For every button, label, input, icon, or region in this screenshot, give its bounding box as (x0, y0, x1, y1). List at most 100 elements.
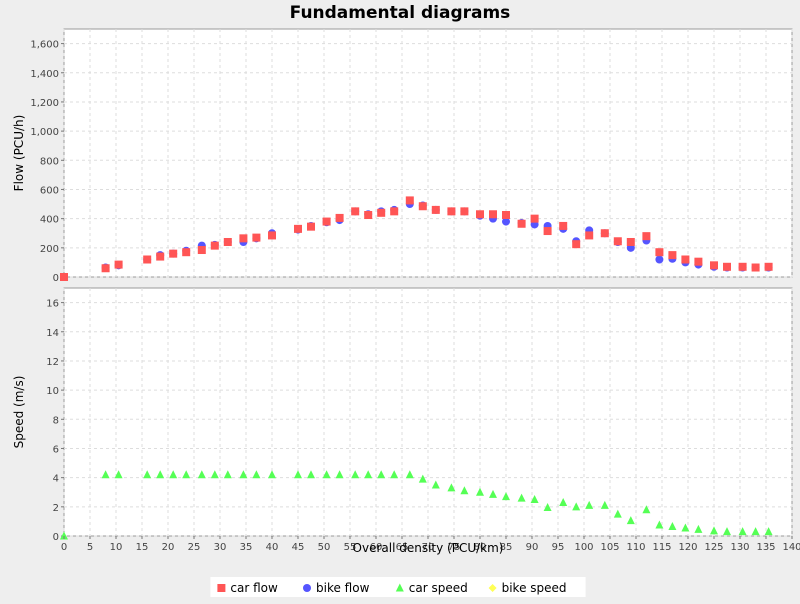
data-point (585, 500, 594, 509)
data-point (364, 470, 373, 479)
data-point (60, 531, 68, 540)
x-tick-label: 35 (240, 542, 253, 553)
data-point (600, 229, 609, 238)
data-point (101, 470, 110, 479)
legend-marker (395, 583, 404, 592)
data-point (502, 492, 510, 501)
data-point (543, 227, 552, 236)
data-point (681, 523, 690, 532)
data-point (268, 470, 276, 479)
data-point (351, 207, 360, 216)
data-point (390, 207, 399, 216)
data-point (655, 520, 664, 529)
legend: car flow bike flow car speed bike speed (210, 577, 586, 597)
x-tick-label: 115 (652, 542, 671, 553)
data-point (335, 213, 344, 222)
data-point (431, 205, 440, 214)
data-point (559, 221, 568, 230)
series-car-speed (60, 470, 773, 540)
y-tick-label: 8 (53, 415, 59, 426)
data-point (738, 262, 747, 271)
data-point (252, 470, 261, 479)
data-point (101, 264, 110, 273)
data-point (197, 470, 206, 479)
data-point (668, 522, 677, 531)
x-tick-label: 85 (500, 542, 513, 553)
data-point (169, 470, 178, 479)
data-point (156, 252, 165, 261)
data-point (476, 210, 484, 219)
data-point (694, 524, 703, 533)
data-point (431, 480, 440, 489)
data-point (156, 470, 165, 479)
x-tick-label: 105 (600, 542, 619, 553)
data-point (764, 262, 773, 271)
data-point (613, 237, 622, 246)
y-tick-label: 2 (53, 503, 59, 514)
y-tick-label: 12 (46, 357, 59, 368)
x-tick-label: 75 (448, 542, 461, 553)
data-point (723, 262, 731, 271)
legend-item-bike-flow: bike flow (303, 581, 370, 595)
data-point (114, 470, 123, 479)
data-point (543, 503, 552, 512)
data-point (322, 217, 331, 226)
x-tick-label: 70 (422, 542, 435, 553)
data-point (738, 527, 747, 536)
x-tick-label: 130 (730, 542, 749, 553)
x-tick-label: 10 (110, 542, 123, 553)
data-point (476, 487, 484, 496)
y-tick-label: 600 (40, 185, 59, 196)
data-point (294, 470, 302, 479)
x-tick-label: 5 (87, 542, 93, 553)
data-point (751, 263, 760, 272)
data-point (335, 470, 344, 479)
x-tick-label: 30 (214, 542, 227, 553)
data-point (268, 231, 276, 240)
x-tick-label: 65 (396, 542, 409, 553)
y-tick-label: 0 (53, 273, 59, 284)
x-tick-label: 110 (626, 542, 645, 553)
data-point (502, 217, 510, 226)
data-point (223, 470, 232, 479)
plot-panel-1: 0 2 4 6 8 10 12 14 16 Speed (m/s) 0 5 10 15 20 25 30 35 40… (12, 287, 800, 553)
y-axis-label-0: Flow (PCU/h) (12, 115, 26, 192)
x-tick-label: 125 (704, 542, 723, 553)
data-point (114, 260, 123, 269)
data-point (517, 219, 526, 228)
y-tick-label: 400 (40, 215, 59, 226)
data-point (223, 237, 232, 246)
data-point (668, 251, 677, 260)
x-tick-label: 20 (162, 542, 175, 553)
data-point (600, 500, 609, 509)
y-tick-label: 14 (46, 328, 59, 339)
data-point (751, 527, 760, 536)
gridlines-1 (63, 288, 793, 537)
x-tick-label: 40 (266, 542, 279, 553)
x-tick-label: 120 (678, 542, 697, 553)
data-point (364, 211, 373, 219)
data-point (642, 232, 651, 241)
data-point (613, 509, 622, 518)
data-point (307, 222, 315, 231)
data-point (322, 470, 331, 479)
data-point (197, 246, 206, 255)
data-point (764, 527, 773, 536)
legend-marker (488, 584, 497, 592)
data-point (626, 237, 635, 246)
chart-title: Fundamental diagrams (290, 3, 511, 23)
data-point (143, 470, 152, 479)
x-tick-label: 15 (136, 542, 149, 553)
legend-item-car-speed: car speed (395, 581, 468, 595)
legend-box (210, 577, 586, 597)
plot-panel-0: 0 200 400 600 800 1,000 1,200 1,400 1,600 Flow (P… (12, 28, 793, 284)
data-point (559, 497, 568, 506)
x-tick-label: 135 (756, 542, 775, 553)
data-point (390, 470, 399, 479)
legend-label: car flow (230, 581, 278, 595)
data-point (710, 261, 718, 270)
data-point (377, 470, 386, 479)
legend-label: bike speed (502, 581, 567, 595)
